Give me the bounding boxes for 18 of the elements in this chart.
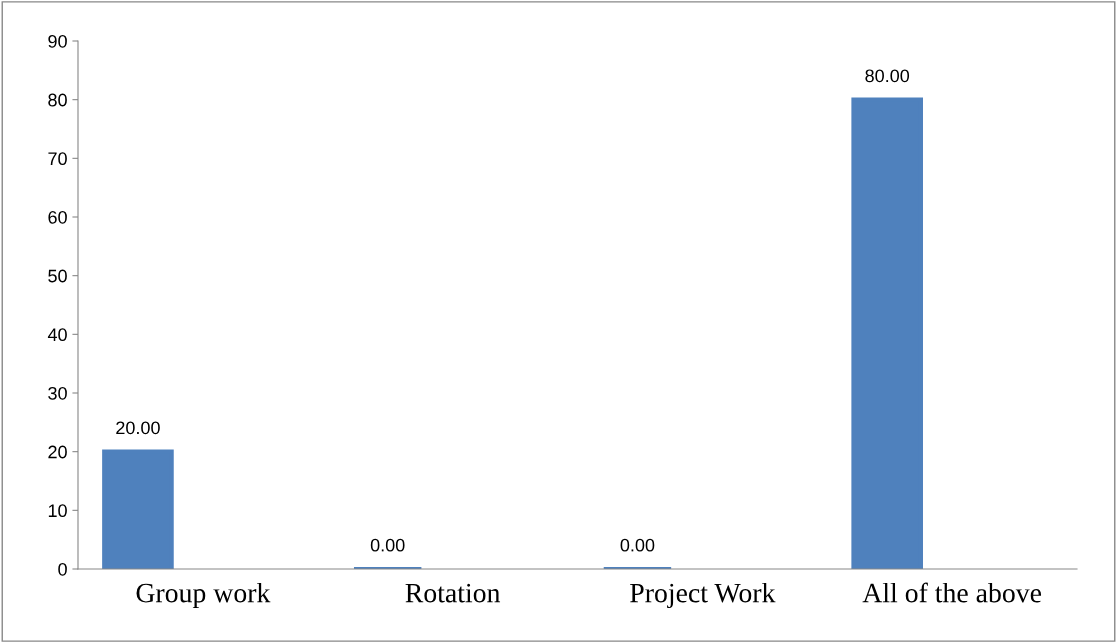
x-tick-label: Project Work — [630, 582, 776, 609]
y-tick-label: 80 — [48, 93, 67, 107]
y-tick-label: 90 — [48, 34, 67, 48]
data-label: 80.00 — [865, 69, 910, 83]
data-label: 20.00 — [116, 421, 160, 435]
data-label: 0.00 — [620, 538, 655, 552]
y-tick-label: 20 — [48, 445, 67, 459]
x-tick-label: All of the above — [862, 582, 1042, 603]
y-tick-label: 60 — [48, 210, 67, 224]
y-tick-label: 30 — [48, 386, 67, 400]
data-label: 0.00 — [370, 538, 405, 552]
y-tick-label: 40 — [47, 328, 67, 342]
y-tick-label: 0 — [58, 562, 67, 576]
x-tick-label: Rotation — [405, 583, 501, 603]
y-tick-label: 10 — [48, 504, 67, 518]
x-tick-label: Group work — [136, 582, 271, 609]
y-tick-label: 70 — [48, 152, 67, 166]
y-tick-label: 50 — [48, 269, 67, 283]
